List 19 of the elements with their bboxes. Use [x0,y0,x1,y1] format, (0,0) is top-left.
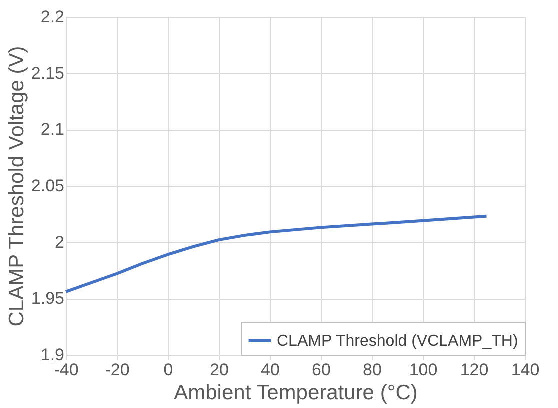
y-axis-title: CLAMP Threshold Voltage (V) [5,46,28,327]
x-tick-label: 40 [261,360,280,380]
x-axis-title: Ambient Temperature (°C) [174,382,418,404]
x-tick-label: 60 [312,360,331,380]
y-tick-label: 2.05 [31,176,64,196]
x-tick-label: -20 [105,360,130,380]
x-tick-label: 20 [210,360,229,380]
y-tick-label: 2.15 [31,64,64,83]
x-tick-label: 140 [511,360,540,380]
x-tick-label: 80 [363,360,382,380]
line-series [64,214,488,294]
x-tick-label: 100 [409,360,438,380]
x-tick-label: 120 [460,360,489,380]
y-tick-label: 2.1 [40,120,64,140]
legend-label: CLAMP Threshold (VCLAMP_TH) [277,333,518,350]
y-tick-label: 2.2 [40,8,64,26]
y-tick-label: 2 [55,232,64,252]
x-tick-label: 0 [164,360,174,380]
y-tick-label: 1.95 [31,289,64,308]
